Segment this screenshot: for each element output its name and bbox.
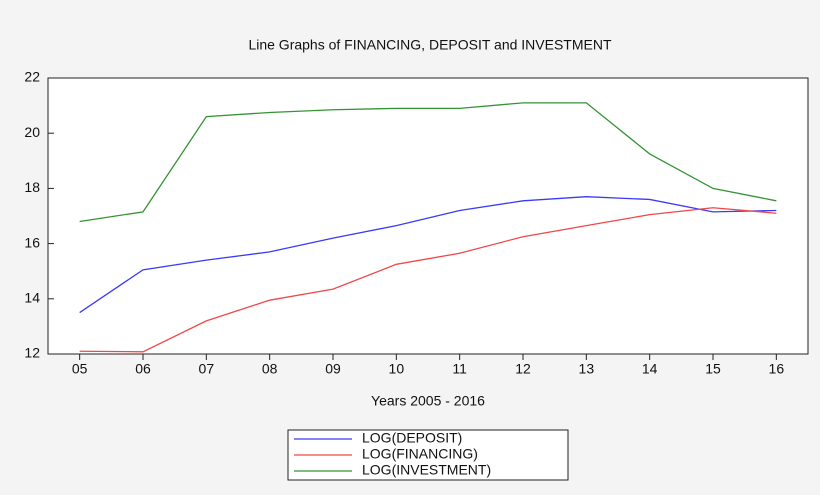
x-tick-label: 11 <box>452 361 467 377</box>
series-line <box>79 102 777 223</box>
x-tick-label: 07 <box>199 361 215 377</box>
chart-title: Line Graphs of FINANCING, DEPOSIT and IN… <box>248 37 612 53</box>
x-tick-label: 05 <box>72 361 88 377</box>
series-line <box>79 196 777 314</box>
x-tick-label: 06 <box>135 361 151 377</box>
legend-label: LOG(DEPOSIT) <box>362 430 462 446</box>
y-tick-label: 18 <box>24 179 40 195</box>
y-tick-label: 20 <box>24 124 40 140</box>
x-tick-label: 10 <box>389 361 405 377</box>
x-tick-label: 16 <box>769 361 785 377</box>
y-tick-label: 12 <box>24 345 40 361</box>
legend-label: LOG(INVESTMENT) <box>362 462 491 478</box>
x-tick-label: 08 <box>262 361 278 377</box>
y-tick-label: 22 <box>24 69 40 85</box>
x-tick-label: 09 <box>325 361 341 377</box>
x-tick-label: 12 <box>515 361 531 377</box>
y-tick-label: 16 <box>24 234 40 250</box>
plot-area <box>47 77 809 355</box>
legend-label: LOG(FINANCING) <box>362 446 478 462</box>
x-tick-label: 13 <box>579 361 595 377</box>
x-tick-label: 15 <box>705 361 721 377</box>
series-line <box>79 207 777 353</box>
x-axis-label: Years 2005 - 2016 <box>371 393 485 409</box>
y-tick-label: 14 <box>24 290 40 306</box>
x-tick-label: 14 <box>642 361 658 377</box>
